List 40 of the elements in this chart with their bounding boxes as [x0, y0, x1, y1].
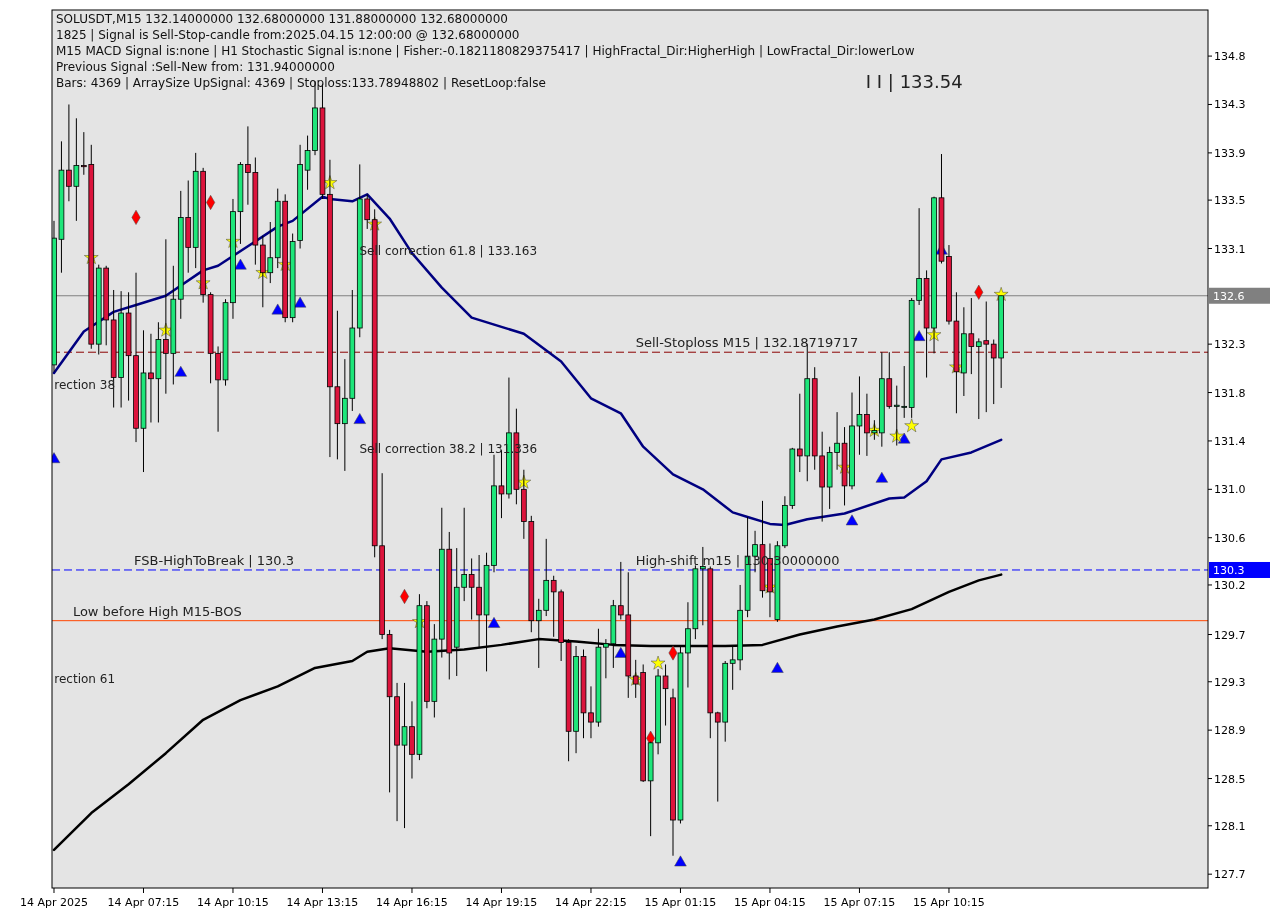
annotation: Sell-Stoploss M15 | 132.18719717: [635, 335, 859, 351]
annotation: FSB-HighToBreak | 130.3: [134, 552, 295, 568]
x-tick-label: 14 Apr 22:15: [555, 896, 627, 909]
y-tick-label: 128.9: [1214, 724, 1246, 738]
y-tick-label: 131.4: [1214, 434, 1246, 448]
x-tick-label: 14 Apr 2025: [19, 896, 88, 909]
y-tick-label: 134.8: [1214, 50, 1246, 64]
annotation: M15 MACD Signal is:none | H1 Stochastic Signal is:none | Fisher:-0.1821180829375417 | HighFractal_Dir:HigherHigh | LowFractal_Dir:lowerLow: [56, 44, 915, 58]
annotation: 1825 | Signal is Sell-Stop-candle from:2025.04.15 12:00:00 @ 132.68000000: [56, 28, 520, 42]
y-tick-label: 133.9: [1214, 146, 1246, 160]
y-tick-label: 131.0: [1214, 483, 1246, 497]
annotation: Bars: 4369 | ArraySize UpSignal: 4369 | Stoploss:133.78948802 | ResetLoop:false: [56, 76, 546, 90]
ref-line-label: 130.3: [1213, 563, 1245, 577]
x-tick-label: 15 Apr 04:15: [734, 896, 806, 909]
y-tick-label: 133.1: [1214, 242, 1246, 256]
y-tick-label: 131.8: [1214, 386, 1246, 400]
annotation: Low before High M15-BOS: [72, 603, 242, 619]
y-tick-label: 127.7: [1214, 868, 1246, 882]
y-tick-label: 129.3: [1214, 675, 1246, 689]
y-tick-label: 130.6: [1214, 531, 1246, 545]
y-tick-label: 133.5: [1214, 194, 1246, 208]
x-tick-label: 14 Apr 19:15: [465, 896, 538, 909]
x-tick-label: 14 Apr 16:15: [376, 896, 448, 909]
annotation: I I | 133.54: [865, 71, 963, 93]
annotation: Previous Signal :Sell-New from: 131.94000000: [56, 60, 335, 74]
y-tick-label: 130.2: [1214, 578, 1246, 592]
y-tick-label: 128.1: [1214, 819, 1246, 833]
x-tick-label: 14 Apr 07:15: [107, 896, 180, 909]
x-tick-label: 14 Apr 13:15: [286, 896, 359, 909]
x-tick-label: 15 Apr 07:15: [823, 896, 896, 909]
annotation: rection 61: [54, 671, 116, 686]
x-tick-label: 15 Apr 10:15: [913, 896, 985, 909]
y-tick-label: 132.3: [1214, 338, 1246, 352]
x-tick-label: 15 Apr 01:15: [644, 896, 717, 909]
y-tick-label: 134.3: [1214, 98, 1246, 112]
y-tick-label: 129.7: [1214, 628, 1246, 642]
chart-title: SOLUSDT,M15 132.14000000 132.68000000 131.88000000 132.68000000: [56, 12, 509, 26]
text: 132.6: [1213, 289, 1245, 303]
x-tick-label: 14 Apr 10:15: [197, 896, 269, 909]
y-tick-label: 128.5: [1214, 772, 1246, 786]
